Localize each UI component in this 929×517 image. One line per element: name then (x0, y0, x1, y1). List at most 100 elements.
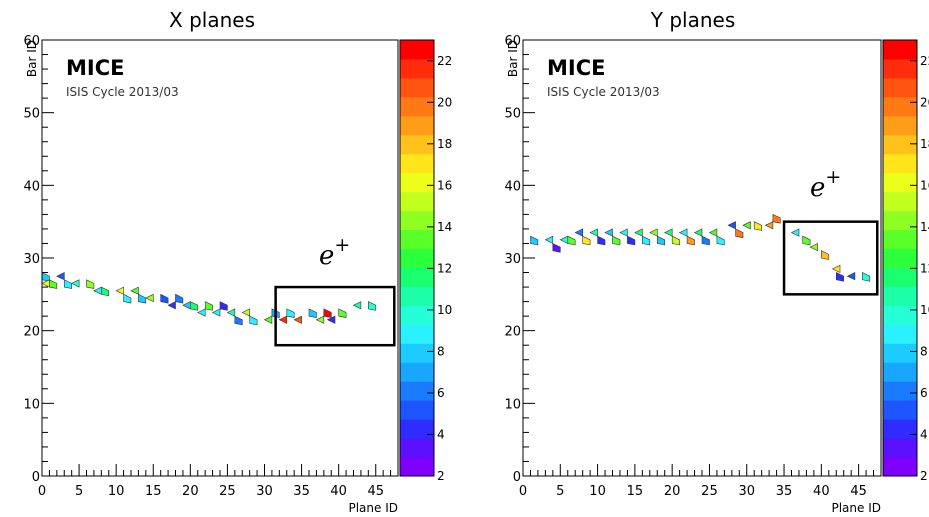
data-cell (367, 301, 377, 311)
color-scale-band (400, 191, 434, 212)
panel-x-planes: X planes 0 5 10 15 20 25 30 35 40 45 0 10 20 30 40 50 6… (23, 8, 452, 515)
x-tick-label: 15 (627, 484, 644, 499)
color-scale-label: 22 (437, 54, 452, 68)
y-tick-label: 50 (504, 107, 521, 122)
highlight-box (274, 285, 396, 347)
data-cell (211, 308, 221, 317)
data-cell (315, 315, 325, 324)
data-cell (263, 315, 273, 324)
color-scale-band (883, 419, 917, 439)
data-cell (338, 308, 347, 318)
data-cell (49, 279, 58, 289)
data-cell (589, 228, 598, 237)
data-cell (101, 286, 110, 297)
color-scale-label: 10 (920, 303, 929, 317)
color-scale-band (400, 172, 434, 193)
x-tick-label: 40 (813, 484, 830, 499)
data-cell (641, 235, 651, 246)
data-cell (160, 293, 169, 304)
x-axis-title: Plane ID (831, 501, 881, 515)
y-tick-label: 30 (23, 252, 40, 267)
x-tick-label: 30 (738, 484, 755, 499)
data-cell (86, 279, 95, 289)
y-axis-title: Bar ID (25, 40, 39, 77)
data-cell (862, 272, 871, 282)
data-cell (649, 228, 658, 237)
color-scale-band (400, 343, 434, 363)
data-cell (197, 308, 206, 317)
data-cell (678, 228, 688, 237)
color-scale-label: 20 (920, 95, 929, 109)
data-cell (802, 235, 811, 246)
color-scale-band (400, 438, 434, 458)
data-cell (64, 279, 72, 289)
experiment-label: MICE (66, 56, 124, 80)
color-scale-band (400, 153, 434, 174)
color-scale-band (400, 115, 434, 136)
color-scale-band (883, 400, 917, 420)
color-scale-band (400, 305, 434, 325)
color-scale-label: 6 (437, 386, 445, 400)
color-scale-band (883, 229, 917, 250)
color-scale-band (883, 267, 917, 287)
data-cell (278, 315, 288, 324)
data-cell (809, 243, 818, 252)
x-tick-label: 35 (776, 484, 793, 499)
data-cell (559, 235, 569, 244)
data-cell (219, 301, 228, 311)
color-scale-band (400, 400, 434, 420)
data-cell (597, 235, 606, 246)
x-tick-label: 35 (293, 484, 310, 499)
panel-title: X planes (169, 8, 255, 32)
data-cell (627, 235, 636, 246)
data-cell (693, 228, 703, 237)
x-tick-label: 5 (75, 484, 83, 499)
color-scale-band (400, 324, 434, 344)
data-cell (727, 221, 736, 230)
y-tick-label: 10 (23, 397, 40, 412)
data-cell (530, 235, 539, 246)
data-cell (790, 228, 800, 237)
data-cell (753, 221, 763, 231)
data-cell (71, 279, 80, 288)
y-tick-label: 40 (504, 179, 521, 194)
color-scale-label: 12 (437, 261, 452, 275)
y-tick-label: 10 (504, 397, 521, 412)
color-scale-label: 10 (437, 303, 452, 317)
color-scale-label: 4 (920, 427, 928, 441)
color-scale-band (400, 362, 434, 382)
data-cell (175, 293, 184, 304)
data-cell (204, 301, 213, 311)
color-scale-label: 14 (437, 220, 452, 234)
data-cell (634, 228, 643, 237)
color-scale-band (400, 77, 434, 98)
data-cell (820, 250, 830, 260)
data-cell (145, 293, 154, 303)
data-cell (123, 293, 132, 304)
y-axis: 0 10 20 30 40 50 60 (504, 34, 535, 485)
color-scale-band (883, 248, 917, 268)
data-cell (41, 279, 50, 288)
data-cell (742, 221, 751, 230)
y-axis: 0 10 20 30 40 50 60 (23, 34, 54, 485)
data-cell (544, 235, 554, 244)
color-scale-band (883, 438, 917, 458)
data-cell (323, 308, 332, 318)
data-cell (226, 308, 236, 317)
color-scale-band (883, 77, 917, 98)
color-scale: 2 4 6 8 10 12 14 16 18 20 22 (399, 39, 452, 483)
data-cell (115, 286, 124, 295)
color-scale-label: 22 (920, 54, 929, 68)
particle-label: e+ (319, 234, 350, 271)
y-tick-label: 50 (23, 107, 40, 122)
data-cell (604, 228, 613, 237)
data-cell (167, 301, 176, 310)
color-scale-label: 14 (920, 220, 929, 234)
x-tick-label: 25 (701, 484, 718, 499)
color-scale: 2 4 6 8 10 12 14 16 18 20 22 (882, 39, 929, 483)
data-cell (293, 315, 302, 324)
data-cell (656, 235, 666, 246)
color-scale-label: 18 (920, 137, 929, 151)
color-scale-label: 12 (920, 261, 929, 275)
